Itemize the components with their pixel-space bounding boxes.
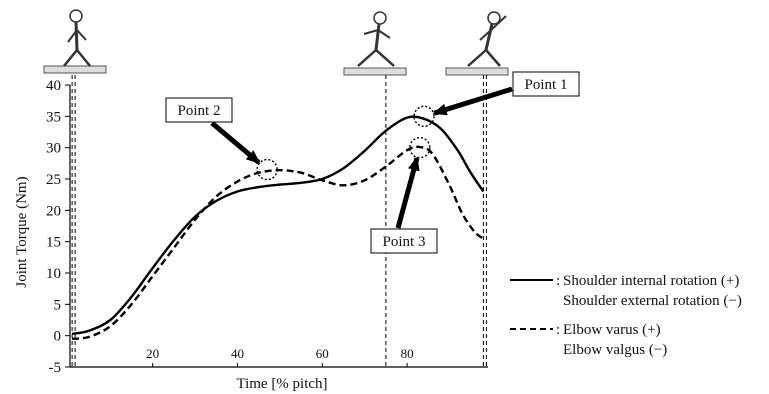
y-tick-label: 40 <box>46 78 61 94</box>
skeleton-pitcher-icon <box>445 11 509 76</box>
legend-label-shoulder: Shoulder internal rotation (+) <box>563 273 739 289</box>
y-tick-label: 10 <box>46 266 61 282</box>
series-line-shoulder <box>71 115 485 335</box>
x-tick-label: 20 <box>146 346 159 361</box>
legend-entry-elbow: : Elbow varus (+) Elbow valgus (−) <box>510 322 667 358</box>
x-tick-label: 40 <box>231 346 244 361</box>
annotation-label: Point 1 <box>525 77 568 93</box>
x-tick-label: 60 <box>316 346 329 361</box>
skeleton-pitcher-icon <box>43 9 107 74</box>
annotation-box <box>370 228 438 254</box>
y-tick-label: 15 <box>46 235 61 251</box>
annotation-circle <box>409 136 431 159</box>
y-tick-label: 30 <box>46 141 61 157</box>
legend-prefix: : <box>556 273 560 289</box>
annotation-label: Point 3 <box>383 234 426 250</box>
annotation-circle <box>413 105 435 128</box>
series-line-elbow <box>71 145 485 340</box>
y-tick-label: 5 <box>54 297 62 313</box>
y-tick-label: 0 <box>54 329 62 345</box>
annotation-box <box>512 71 580 97</box>
y-tick-label: 20 <box>46 203 61 219</box>
legend-prefix: : <box>556 322 560 338</box>
legend: : Shoulder internal rotation (+) Shoulde… <box>510 273 742 358</box>
legend-label-elbow: Elbow varus (+) <box>563 322 661 338</box>
x-axis-label: Time [% pitch] <box>236 376 327 392</box>
legend-label-shoulder-2: Shoulder external rotation (−) <box>563 293 742 309</box>
y-tick-label: 35 <box>46 109 61 125</box>
skeleton-pitcher-icon <box>343 11 407 76</box>
annotation-arrow <box>395 156 420 229</box>
annotation-box <box>165 97 233 123</box>
legend-entry-shoulder: : Shoulder internal rotation (+) Shoulde… <box>510 273 742 309</box>
y-tick-label: 25 <box>46 172 61 188</box>
y-axis-label: Joint Torque (Nm) <box>14 176 30 287</box>
annotation-arrow <box>432 86 513 116</box>
x-tick-label: 80 <box>401 346 414 361</box>
annotation-label: Point 2 <box>178 103 221 119</box>
annotation-circle <box>256 158 278 181</box>
legend-label-elbow-2: Elbow valgus (−) <box>563 342 667 358</box>
annotation-arrow <box>210 121 261 165</box>
y-tick-label: -5 <box>49 360 62 376</box>
